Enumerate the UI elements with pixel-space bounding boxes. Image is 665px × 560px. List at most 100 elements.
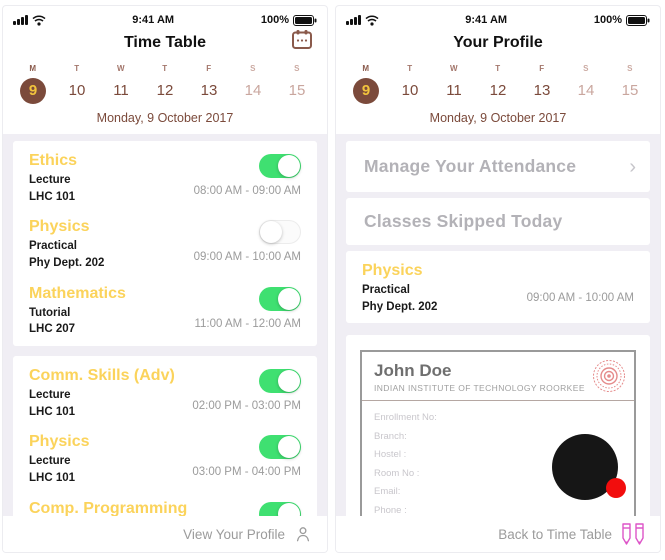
field-label: Branch:: [374, 430, 407, 442]
class-type: Tutorial: [29, 306, 71, 319]
class-row: Physics Lecture LHC 101 03:00 PM - 04:00…: [13, 425, 317, 491]
class-name: Physics: [362, 262, 423, 279]
class-type: Lecture: [29, 174, 71, 186]
class-time: 11:00 AM - 12:00 AM: [194, 317, 301, 330]
date-cell[interactable]: 14: [244, 82, 262, 99]
class-type: Lecture: [29, 455, 71, 468]
class-name: Physics: [29, 218, 90, 236]
field-label: Hostel :: [374, 449, 407, 461]
class-room: LHC 101: [29, 190, 76, 203]
status-bar: 9:41 AM 100%: [3, 6, 327, 28]
field-label: Phone :: [374, 504, 407, 516]
current-date-label: Monday, 9 October 2017: [429, 111, 567, 125]
attendance-toggle[interactable]: [259, 154, 301, 178]
date-cell[interactable]: 10: [68, 82, 86, 99]
battery-icon: [625, 14, 650, 26]
wifi-icon: [364, 14, 379, 26]
class-row: Comm. Skills (Adv) Lecture LHC 101 02:00…: [13, 359, 317, 425]
current-date-label: Monday, 9 October 2017: [96, 111, 234, 125]
manage-attendance-label: Manage Your Attendance: [364, 156, 577, 176]
id-card-container: John Doe INDIAN INSTITUTE OF TECHNOLOGY …: [346, 335, 650, 516]
attendance-toggle[interactable]: [259, 369, 301, 394]
student-name: John Doe: [374, 361, 452, 381]
week-dates: 9 10 11 12 13 14 15: [336, 78, 660, 104]
signal-strength-icon: [13, 15, 28, 25]
class-time: 03:00 PM - 04:00 PM: [192, 466, 301, 479]
class-room: LHC 101: [29, 405, 76, 418]
battery-percent: 100%: [260, 14, 289, 26]
id-fields: Enrollment No: Branch: Hostel : Room No …: [374, 409, 622, 516]
signal-strength-icon: [346, 15, 361, 25]
class-room: Phy Dept. 202: [29, 257, 105, 270]
class-time: 02:00 PM - 03:00 PM: [192, 400, 301, 413]
status-bar: 9:41 AM 100%: [336, 6, 660, 28]
status-time: 9:41 AM: [132, 14, 175, 26]
date-cell[interactable]: 15: [288, 82, 306, 99]
class-room: LHC 101: [29, 472, 76, 485]
date-cell[interactable]: 13: [533, 82, 551, 99]
field-label: Enrollment No:: [374, 412, 437, 424]
date-selected[interactable]: 9: [11, 78, 55, 104]
skipped-class-card: Physics Practical Phy Dept. 202 09:00 AM…: [346, 251, 650, 324]
class-time: 09:00 AM - 10:00 AM: [526, 291, 634, 304]
class-row: Comp. Programming Lecture LHC 101 04:00 …: [13, 492, 317, 516]
battery-icon: [292, 14, 317, 26]
field-label: Email:: [374, 486, 401, 498]
back-to-timetable-link[interactable]: Back to Time Table: [336, 516, 660, 552]
date-cell[interactable]: 11: [446, 82, 462, 99]
classes-skipped-label: Classes Skipped Today: [364, 211, 563, 231]
class-row: Ethics Lecture LHC 101 08:00 AM - 09:00 …: [13, 144, 317, 210]
title-bar: Your Profile: [336, 28, 660, 58]
chevron-right-icon: ›: [629, 155, 636, 178]
class-name: Comp. Programming: [29, 499, 188, 516]
morning-classes-card: Ethics Lecture LHC 101 08:00 AM - 09:00 …: [13, 141, 317, 347]
institute-seal-icon: [593, 360, 625, 393]
attendance-toggle[interactable]: [259, 286, 301, 311]
manage-attendance-button[interactable]: Manage Your Attendance ›: [346, 141, 650, 192]
class-type: Practical: [362, 284, 410, 296]
timetable-list: Ethics Lecture LHC 101 08:00 AM - 09:00 …: [3, 134, 327, 516]
date-cell[interactable]: 11: [113, 82, 129, 99]
week-dates: 9 10 11 12 13 14 15: [3, 78, 327, 104]
status-time: 9:41 AM: [465, 14, 508, 26]
profile-content: Manage Your Attendance › Classes Skipped…: [336, 134, 660, 516]
pencils-icon: [622, 523, 644, 545]
date-selected[interactable]: 9: [344, 78, 388, 104]
class-name: Physics: [29, 433, 90, 451]
person-icon: [296, 527, 310, 542]
date-cell[interactable]: 10: [401, 82, 419, 99]
afternoon-classes-card: Comm. Skills (Adv) Lecture LHC 101 02:00…: [13, 356, 317, 516]
student-id-card: John Doe INDIAN INSTITUTE OF TECHNOLOGY …: [360, 350, 636, 516]
date-cell[interactable]: 12: [156, 82, 174, 99]
wifi-icon: [31, 14, 46, 26]
page-title: Time Table: [123, 34, 207, 51]
classes-skipped-heading-card: Classes Skipped Today: [346, 198, 650, 245]
class-room: LHC 207: [29, 323, 76, 336]
footer-label: View Your Profile: [183, 526, 285, 542]
view-profile-link[interactable]: View Your Profile: [3, 516, 327, 552]
date-cell[interactable]: 14: [577, 82, 595, 99]
attendance-toggle[interactable]: [259, 435, 301, 460]
class-type: Practical: [29, 240, 77, 253]
class-name: Mathematics: [29, 284, 126, 302]
attendance-toggle[interactable]: [259, 501, 301, 516]
class-name: Ethics: [29, 152, 78, 169]
class-name: Comm. Skills (Adv): [29, 367, 175, 385]
calendar-icon[interactable]: [291, 29, 313, 55]
institute-name: INDIAN INSTITUTE OF TECHNOLOGY ROORKEE: [374, 383, 585, 394]
student-photo-placeholder: [552, 434, 626, 501]
class-row: Mathematics Tutorial LHC 207 11:00 AM - …: [13, 277, 317, 343]
date-cell[interactable]: 13: [200, 82, 218, 99]
class-row: Physics Practical Phy Dept. 202 09:00 AM…: [346, 254, 650, 320]
date-cell[interactable]: 12: [489, 82, 507, 99]
battery-percent: 100%: [593, 14, 622, 26]
class-time: 09:00 AM - 10:00 AM: [193, 251, 301, 264]
footer-label: Back to Time Table: [498, 526, 612, 542]
date-cell[interactable]: 15: [621, 82, 639, 99]
attendance-toggle[interactable]: [259, 220, 301, 245]
page-title: Your Profile: [453, 34, 543, 51]
